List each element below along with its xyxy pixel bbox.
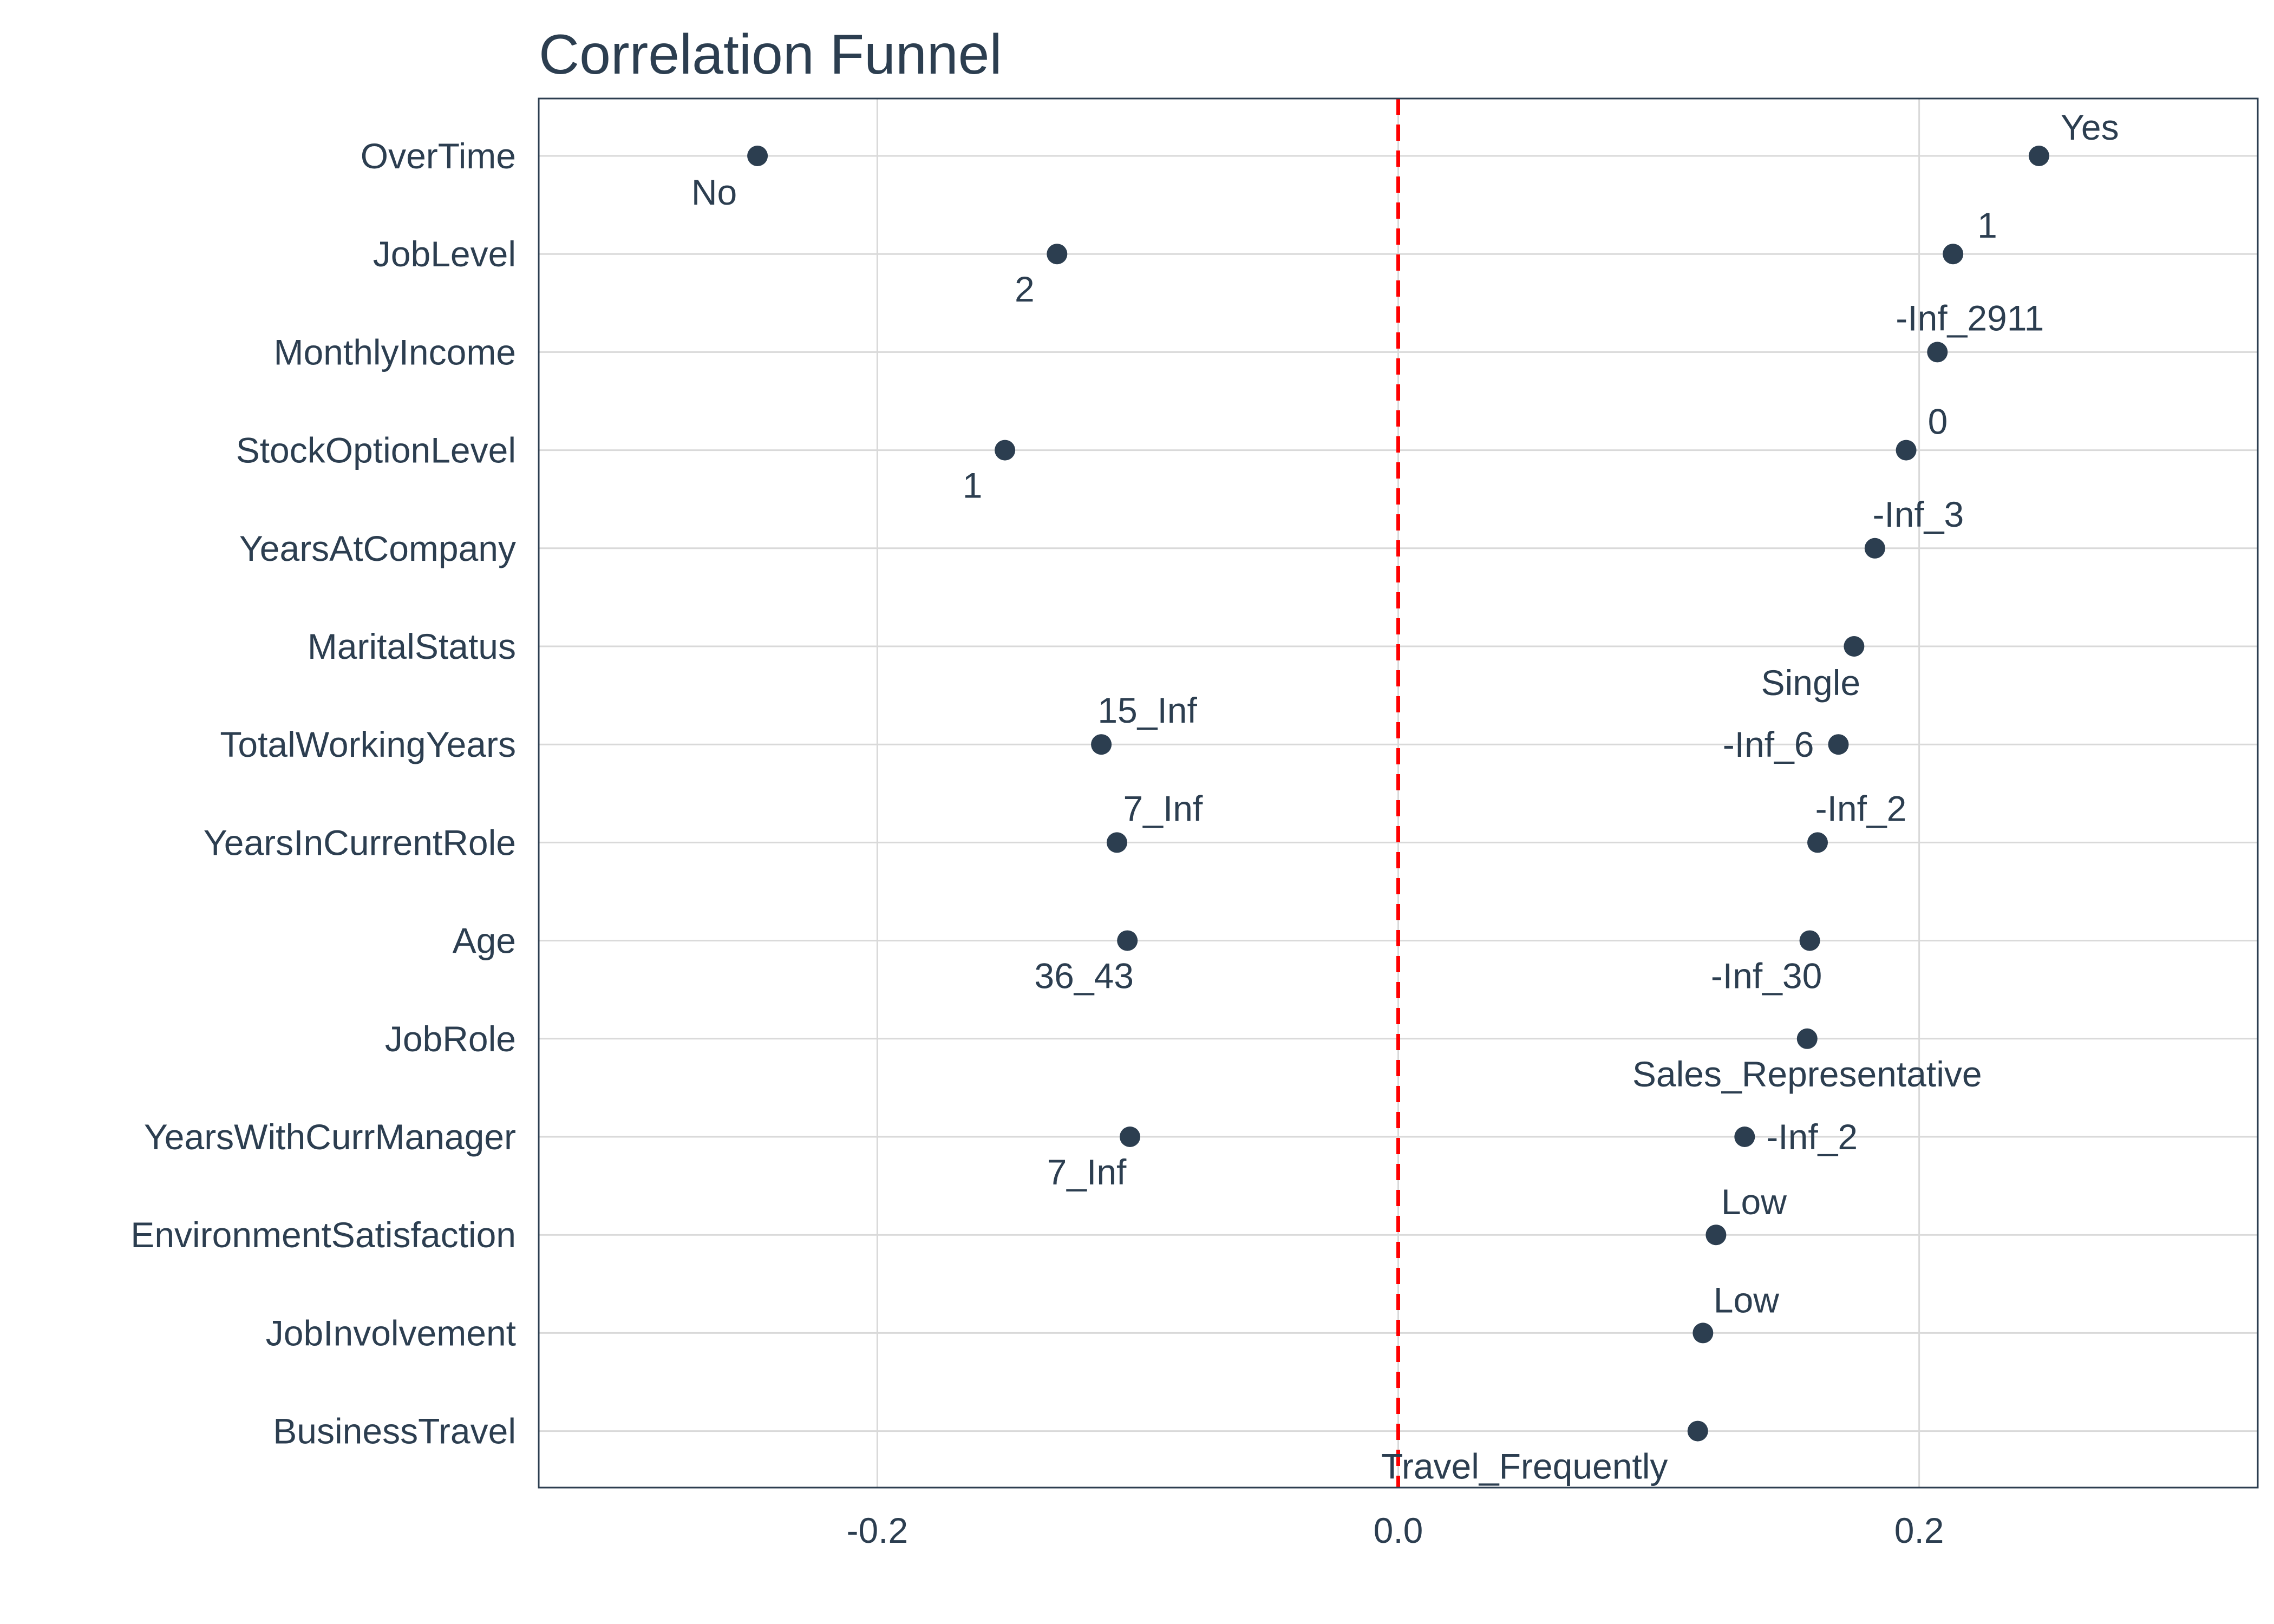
y-tick-label: OverTime: [361, 136, 516, 176]
data-point-jobrole: [1796, 1028, 1818, 1049]
data-point-maritalstatus: [1844, 636, 1865, 657]
y-tick-label: StockOptionLevel: [236, 430, 516, 470]
chart-title: Correlation Funnel: [539, 23, 1002, 86]
data-point-age: [1117, 930, 1138, 951]
y-tick-label: YearsInCurrentRole: [204, 822, 516, 862]
data-label: Low: [1721, 1182, 1787, 1222]
y-tick-label: YearsAtCompany: [239, 528, 516, 568]
data-label: No: [691, 172, 737, 212]
data-label: 7_Inf: [1047, 1152, 1127, 1192]
data-label: -Inf_6: [1723, 724, 1814, 764]
y-tick-label: Age: [453, 921, 516, 961]
data-label: -Inf_2: [1815, 788, 1907, 828]
data-point-environmentsatisfaction: [1706, 1224, 1727, 1246]
x-tick-label: 0.0: [1374, 1510, 1423, 1550]
data-label: 1: [1977, 205, 1997, 245]
y-tick-label: MonthlyIncome: [273, 332, 516, 372]
data-point-yearswithcurrmanager: [1734, 1127, 1755, 1147]
data-label: 0: [1928, 402, 1948, 442]
data-point-stockoptionlevel: [995, 440, 1016, 461]
data-point-monthlyincome: [1927, 342, 1948, 363]
data-point-businesstravel: [1687, 1420, 1708, 1442]
data-point-yearsincurrentrole: [1106, 832, 1127, 853]
data-point-stockoptionlevel: [1896, 440, 1917, 461]
data-point-jobinvolvement: [1693, 1322, 1714, 1344]
y-tick-label: EnvironmentSatisfaction: [130, 1215, 516, 1255]
y-tick-label: MaritalStatus: [308, 626, 516, 666]
plot-border: [538, 97, 2259, 1489]
data-label: Sales_Representative: [1632, 1054, 1982, 1094]
y-tick-label: JobRole: [385, 1019, 516, 1059]
data-point-totalworkingyears: [1091, 734, 1112, 755]
y-tick-label: JobLevel: [373, 234, 516, 274]
data-label: 15_Inf: [1097, 690, 1197, 730]
data-point-yearsatcompany: [1864, 538, 1885, 559]
data-label: Single: [1761, 663, 1860, 703]
data-point-yearsincurrentrole: [1807, 832, 1828, 853]
data-point-joblevel: [1943, 244, 1964, 265]
data-label: 2: [1015, 269, 1035, 309]
x-tick-label: 0.2: [1894, 1510, 1944, 1550]
data-label: -Inf_30: [1711, 956, 1822, 996]
data-point-overtime: [2028, 146, 2049, 166]
data-label: 1: [963, 466, 983, 506]
data-label: -Inf_2: [1766, 1117, 1858, 1157]
data-point-overtime: [747, 146, 768, 166]
data-label: 36_43: [1034, 956, 1134, 996]
data-label: Yes: [2061, 107, 2119, 147]
data-label: Travel_Frequently: [1381, 1446, 1668, 1487]
y-tick-label: BusinessTravel: [273, 1411, 516, 1451]
data-label: 7_Inf: [1123, 788, 1203, 828]
data-label: Low: [1714, 1280, 1779, 1320]
x-tick-label: -0.2: [847, 1510, 909, 1550]
data-point-totalworkingyears: [1828, 734, 1849, 755]
data-point-joblevel: [1047, 244, 1068, 265]
y-tick-label: YearsWithCurrManager: [144, 1117, 516, 1157]
y-tick-label: JobInvolvement: [266, 1313, 516, 1353]
data-label: -Inf_2911: [1896, 298, 2044, 338]
data-point-age: [1799, 930, 1820, 951]
data-point-yearswithcurrmanager: [1120, 1127, 1141, 1147]
y-tick-label: TotalWorkingYears: [220, 724, 516, 764]
data-label: -Inf_3: [1872, 494, 1964, 534]
